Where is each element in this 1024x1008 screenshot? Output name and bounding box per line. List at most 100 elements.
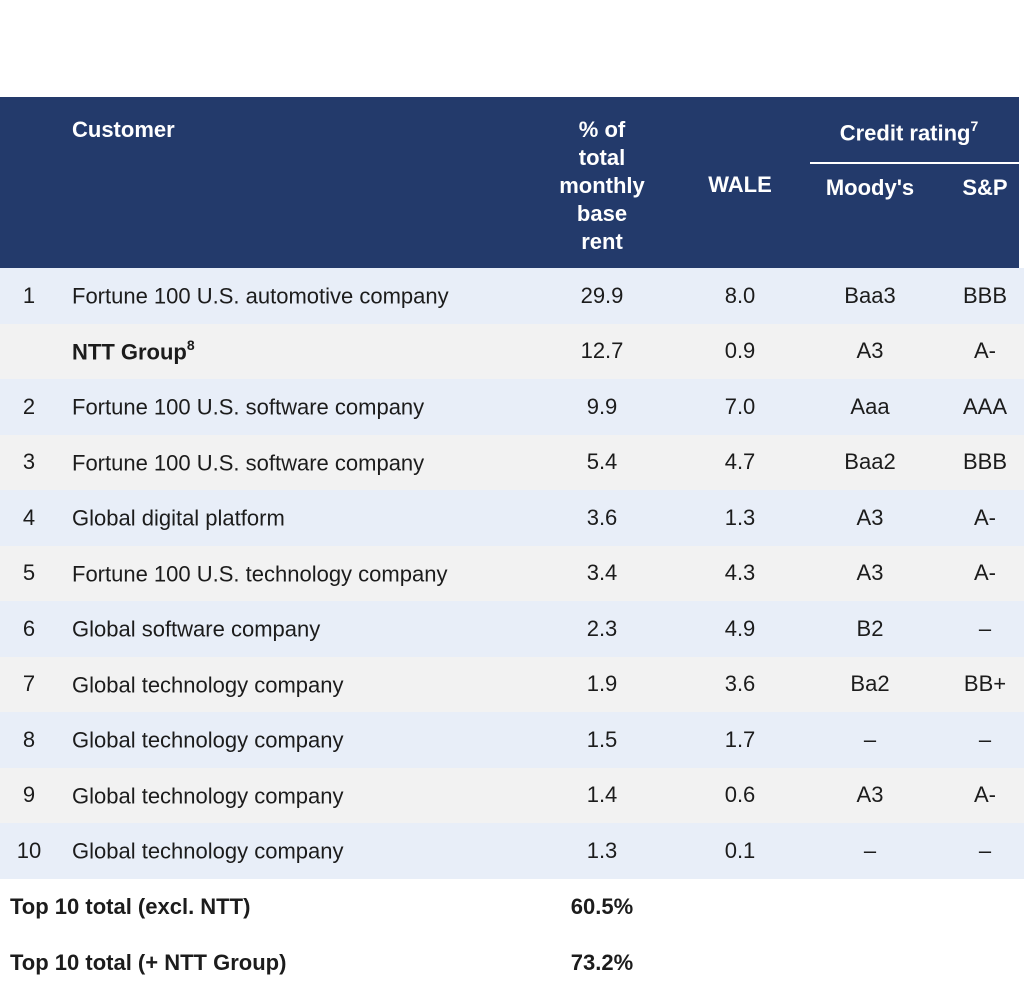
customer-footnote: 8: [186, 336, 195, 353]
customer-name: Global technology company: [72, 838, 344, 864]
pct-cell: 12.7: [580, 338, 624, 364]
customer-cell: Fortune 100 U.S. software company: [58, 449, 518, 476]
moodys-cell: –: [863, 837, 877, 863]
moodys-cell: Aaa: [850, 393, 890, 419]
pct-cell: 1.5: [586, 726, 618, 752]
customer-name: Fortune 100 U.S. software company: [72, 394, 425, 420]
table-row: 7 Global technology company 1.9 3.6 Ba2 …: [0, 656, 1024, 712]
customer-cell: Global technology company: [58, 837, 518, 864]
customer-name: Global technology company: [72, 782, 344, 808]
header-wale: WALE: [708, 172, 772, 197]
customer-name: Fortune 100 U.S. automotive company: [72, 283, 449, 309]
credit-rating-divider: [810, 162, 1024, 165]
customer-cell: Fortune 100 U.S. software company: [58, 393, 518, 420]
top-customers-table: Customer % of total monthly base rent WA…: [0, 97, 1024, 991]
moodys-cell: Baa3: [844, 282, 896, 308]
pct-cell: 3.4: [586, 560, 618, 586]
table-row: 2 Fortune 100 U.S. software company 9.9 …: [0, 379, 1024, 435]
moodys-cell: A3: [856, 338, 884, 364]
rank-cell: 4: [22, 504, 36, 530]
total-row-incl-ntt: Top 10 total (+ NTT Group) 73.2%: [0, 934, 1024, 991]
header-customer: Customer: [72, 117, 175, 142]
header-pct-rent-label: % of total monthly base rent: [559, 117, 645, 254]
customer-name: Global software company: [72, 616, 321, 642]
credit-rating-footnote: 7: [970, 118, 979, 134]
customer-name: Fortune 100 U.S. technology company: [72, 560, 448, 586]
rank-cell: 10: [16, 837, 42, 863]
rank-cell: 8: [22, 726, 36, 752]
customer-cell: Global technology company: [58, 782, 518, 809]
total-label: Top 10 total (+ NTT Group): [10, 949, 287, 975]
table-row: 3 Fortune 100 U.S. software company 5.4 …: [0, 434, 1024, 490]
header-credit-rating-group: Credit rating7 Moody's S&P: [794, 97, 1024, 268]
customer-name: Fortune 100 U.S. software company: [72, 449, 425, 475]
wale-cell: 1.7: [724, 726, 756, 752]
moodys-cell: –: [863, 726, 877, 752]
customer-name: NTT Group: [72, 338, 187, 364]
sp-cell: BB+: [963, 671, 1007, 697]
pct-cell: 9.9: [586, 393, 618, 419]
pct-cell: 5.4: [586, 449, 618, 475]
sp-cell: AAA: [962, 393, 1008, 419]
customer-name: Global technology company: [72, 727, 344, 753]
table-row: 5 Fortune 100 U.S. technology company 3.…: [0, 545, 1024, 601]
table-row: 4 Global digital platform 3.6 1.3 A3 A-: [0, 490, 1024, 546]
rank-cell: 6: [22, 615, 36, 641]
total-value: 73.2%: [570, 949, 634, 975]
rank-cell: 3: [22, 449, 36, 475]
wale-cell: 7.0: [724, 393, 756, 419]
pct-cell: 29.9: [580, 282, 624, 308]
total-row-excl-ntt: Top 10 total (excl. NTT) 60.5%: [0, 878, 1024, 935]
sp-cell: –: [978, 726, 992, 752]
table-header: Customer % of total monthly base rent WA…: [0, 97, 1024, 268]
customer-cell: Global technology company: [58, 726, 518, 753]
sp-cell: –: [978, 837, 992, 863]
header-credit-rating: Credit rating7: [794, 97, 1024, 146]
table-row: 10 Global technology company 1.3 0.1 – –: [0, 823, 1024, 879]
wale-cell: 4.3: [724, 560, 756, 586]
wale-cell: 8.0: [724, 282, 756, 308]
total-value: 60.5%: [570, 893, 634, 919]
rank-cell: 2: [22, 393, 36, 419]
sp-cell: BBB: [962, 449, 1008, 475]
header-sp: S&P: [962, 175, 1008, 201]
wale-cell: 3.6: [724, 671, 756, 697]
rank-cell: 1: [22, 282, 36, 308]
wale-cell: 4.7: [724, 449, 756, 475]
pct-cell: 1.9: [586, 671, 618, 697]
table-row: 9 Global technology company 1.4 0.6 A3 A…: [0, 767, 1024, 823]
moodys-cell: Ba2: [850, 671, 890, 697]
customer-cell: Fortune 100 U.S. automotive company: [58, 282, 518, 309]
rank-cell: 5: [22, 560, 36, 586]
customer-cell: Global software company: [58, 615, 518, 642]
pct-cell: 1.4: [586, 782, 618, 808]
table-row: 1 Fortune 100 U.S. automotive company 29…: [0, 268, 1024, 324]
header-moodys: Moody's: [825, 175, 915, 201]
header-right-gap: [1019, 97, 1024, 268]
moodys-cell: A3: [856, 782, 884, 808]
sp-cell: A-: [974, 560, 996, 586]
moodys-cell: B2: [856, 615, 884, 641]
customer-cell: Fortune 100 U.S. technology company: [58, 560, 518, 587]
wale-cell: 0.6: [724, 782, 756, 808]
rank-cell: 7: [22, 671, 36, 697]
table-row: 8 Global technology company 1.5 1.7 – –: [0, 712, 1024, 768]
sp-cell: BBB: [962, 282, 1008, 308]
customer-cell: Global digital platform: [58, 504, 518, 531]
header-credit-subcolumns: Moody's S&P: [794, 175, 1024, 201]
pct-cell: 3.6: [586, 504, 618, 530]
table-row-ntt: NTT Group8 12.7 0.9 A3 A-: [0, 323, 1024, 379]
wale-cell: 0.1: [724, 837, 756, 863]
moodys-cell: A3: [856, 560, 884, 586]
pct-cell: 1.3: [586, 837, 618, 863]
customer-cell: Global technology company: [58, 671, 518, 698]
sp-cell: A-: [974, 338, 996, 364]
moodys-cell: Baa2: [844, 449, 896, 475]
sp-cell: –: [978, 615, 992, 641]
moodys-cell: A3: [856, 504, 884, 530]
header-pct-rent: % of total monthly base rent: [518, 97, 686, 268]
total-label: Top 10 total (excl. NTT): [10, 893, 251, 919]
customer-cell: NTT Group8: [58, 336, 518, 365]
sp-cell: A-: [974, 504, 996, 530]
rank-cell: 9: [22, 782, 36, 808]
